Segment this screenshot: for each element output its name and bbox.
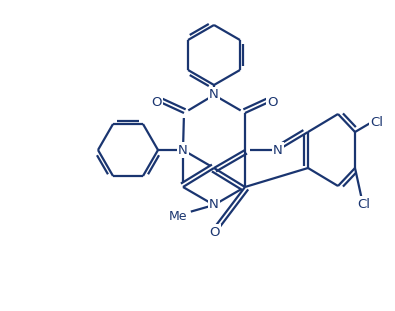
Text: O: O	[209, 225, 219, 239]
Text: Me: Me	[169, 210, 187, 222]
Text: N: N	[209, 89, 219, 101]
Text: O: O	[151, 95, 161, 109]
Text: N: N	[273, 143, 283, 156]
Text: Cl: Cl	[371, 115, 384, 128]
Text: Cl: Cl	[357, 197, 371, 211]
Text: N: N	[209, 198, 219, 211]
Text: O: O	[268, 95, 278, 109]
Text: N: N	[178, 143, 188, 156]
